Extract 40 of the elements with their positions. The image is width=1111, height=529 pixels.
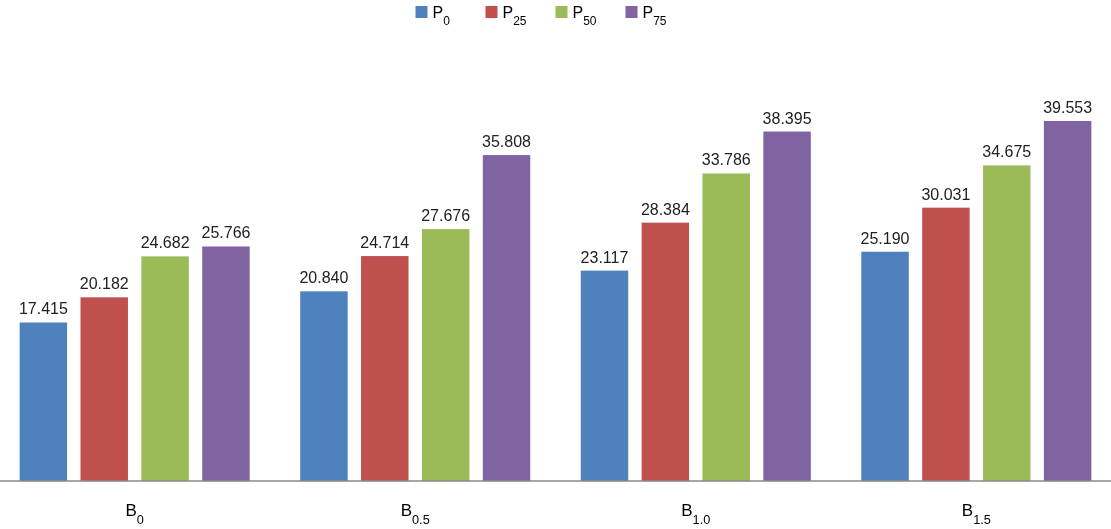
x-tick-label: B$_{1.5}$ <box>961 501 991 527</box>
bar <box>421 229 470 481</box>
data-label: 33.786 <box>701 151 751 169</box>
data-label: 25.766 <box>201 224 251 242</box>
bar <box>922 207 970 481</box>
bar <box>202 246 250 481</box>
data-label: 20.182 <box>79 275 129 293</box>
bar <box>1043 121 1092 481</box>
data-label: 24.714 <box>360 234 410 252</box>
data-label: 34.675 <box>982 143 1032 161</box>
data-label: 17.415 <box>18 300 68 318</box>
data-label: 30.031 <box>921 185 971 203</box>
data-label: 27.676 <box>421 207 471 225</box>
bar <box>141 256 189 481</box>
bar <box>361 256 409 481</box>
x-tick-label: B$_{0}$ <box>125 501 144 527</box>
data-label: 25.190 <box>860 229 910 247</box>
bar <box>861 251 909 481</box>
bar <box>580 270 629 481</box>
bar <box>763 131 811 481</box>
data-label: 39.553 <box>1043 99 1093 116</box>
bar <box>641 222 690 481</box>
x-tick-label: B$_{1.0}$ <box>681 501 711 527</box>
legend-label: P$_{75}$ <box>642 4 667 28</box>
data-label: 24.682 <box>140 234 190 252</box>
bar <box>983 165 1031 481</box>
bar <box>19 322 68 481</box>
legend-label: P$_{0}$ <box>432 4 451 28</box>
data-label: 38.395 <box>762 109 812 127</box>
bar <box>300 291 348 481</box>
bar <box>80 297 128 481</box>
legend-label: P$_{50}$ <box>572 4 597 28</box>
legend-label: P$_{25}$ <box>502 4 527 28</box>
x-tick-label: B$_{0.5}$ <box>400 501 430 527</box>
bar <box>482 155 531 481</box>
data-label: 28.384 <box>640 200 690 218</box>
data-label: 20.840 <box>299 269 349 287</box>
bar <box>702 173 750 481</box>
data-label: 23.117 <box>580 248 629 266</box>
data-label: 35.808 <box>482 133 532 151</box>
